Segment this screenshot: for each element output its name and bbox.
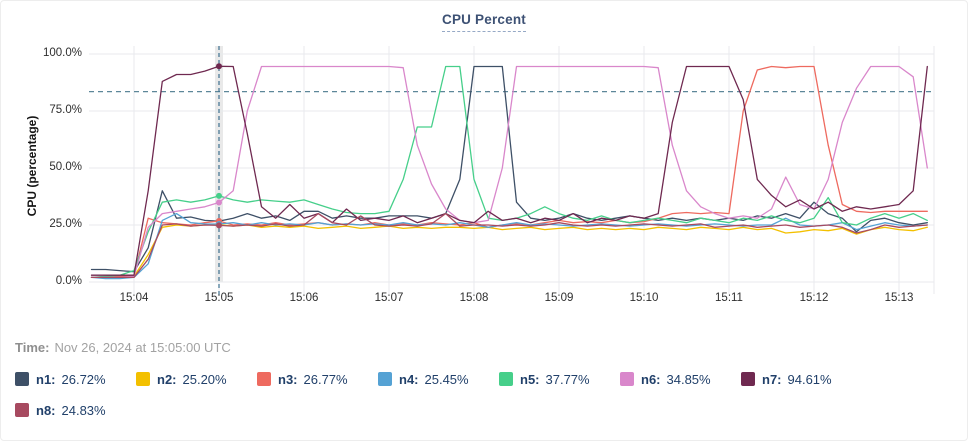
chart-legend: n1: 26.72% n2: 25.20% n3: 26.77% n4: 25.45% n5: 3… [15,367,961,429]
legend-series-value: 94.61% [787,371,832,387]
y-tick-label: 50.0% [49,161,82,173]
legend-swatch-n6 [620,372,634,386]
series-line-n4 [90,212,928,280]
legend-series-value: 25.20% [182,371,227,387]
legend-item-n8[interactable]: n8: 24.83% [15,398,136,422]
legend-swatch-n1 [15,372,29,386]
legend-series-name: n4: [399,371,419,387]
legend-item-n4[interactable]: n4: 25.45% [378,367,499,391]
legend-series-name: n5: [520,371,540,387]
series-line-n6 [90,65,928,279]
legend-series-value: 25.45% [424,371,469,387]
x-tick-label: 15:05 [204,292,234,304]
legend-series-name: n2: [157,371,177,387]
series-line-n7 [90,65,928,276]
y-tick-label: 0.0% [55,275,82,287]
legend-series-name: n6: [641,371,661,387]
legend-item-n7[interactable]: n7: 94.61% [741,367,862,391]
time-value: Nov 26, 2024 at 15:05:00 UTC [54,340,231,355]
y-axis-ticks: 0.0% 25.0% 50.0% 75.0% 100.0% [1,46,82,301]
legend-series-name: n8: [36,402,56,418]
legend-item-n3[interactable]: n3: 26.77% [257,367,378,391]
legend-swatch-n2 [136,372,150,386]
x-tick-label: 15:09 [544,292,574,304]
legend-item-n5[interactable]: n5: 37.77% [499,367,620,391]
legend-swatch-n4 [378,372,392,386]
legend-series-value: 26.72% [61,371,106,387]
legend-item-n1[interactable]: n1: 26.72% [15,367,136,391]
chart-title[interactable]: CPU Percent [442,12,526,32]
crosshair-dot-n8 [216,222,223,229]
y-tick-label: 25.0% [49,218,82,230]
crosshair-dot-n7 [216,63,223,70]
plot-svg[interactable] [89,46,941,301]
y-tick-label: 100.0% [42,47,82,59]
series-line-n8 [90,212,928,279]
x-axis-ticks: 15:04 15:05 15:06 15:07 15:08 15:09 15:10 15:11… [89,292,941,308]
series-line-n1 [90,65,928,273]
x-tick-label: 15:11 [715,292,743,304]
legend-series-name: n3: [278,371,298,387]
crosshair-time-row: Time: Nov 26, 2024 at 15:05:00 UTC [15,340,231,355]
legend-series-value: 26.77% [303,371,348,387]
time-label: Time: [15,340,50,355]
legend-series-name: n1: [36,371,56,387]
legend-series-value: 37.77% [545,371,590,387]
x-tick-label: 15:08 [459,292,489,304]
chart-title-wrap: CPU Percent [1,11,967,32]
legend-item-n6[interactable]: n6: 34.85% [620,367,741,391]
x-tick-label: 15:07 [374,292,404,304]
y-tick-label: 75.0% [49,104,82,116]
crosshair-dot-n5 [216,192,223,199]
x-tick-label: 15:04 [119,292,149,304]
legend-series-value: 24.83% [61,402,106,418]
crosshair-dot-n6 [216,199,223,206]
legend-swatch-n5 [499,372,513,386]
legend-swatch-n3 [257,372,271,386]
legend-item-n2[interactable]: n2: 25.20% [136,367,257,391]
legend-swatch-n8 [15,403,29,417]
legend-swatch-n7 [741,372,755,386]
x-tick-label: 15:10 [629,292,659,304]
legend-series-value: 34.85% [666,371,711,387]
x-tick-label: 15:13 [884,292,914,304]
legend-series-name: n7: [762,371,782,387]
x-tick-label: 15:12 [799,292,829,304]
x-tick-label: 15:06 [289,292,319,304]
